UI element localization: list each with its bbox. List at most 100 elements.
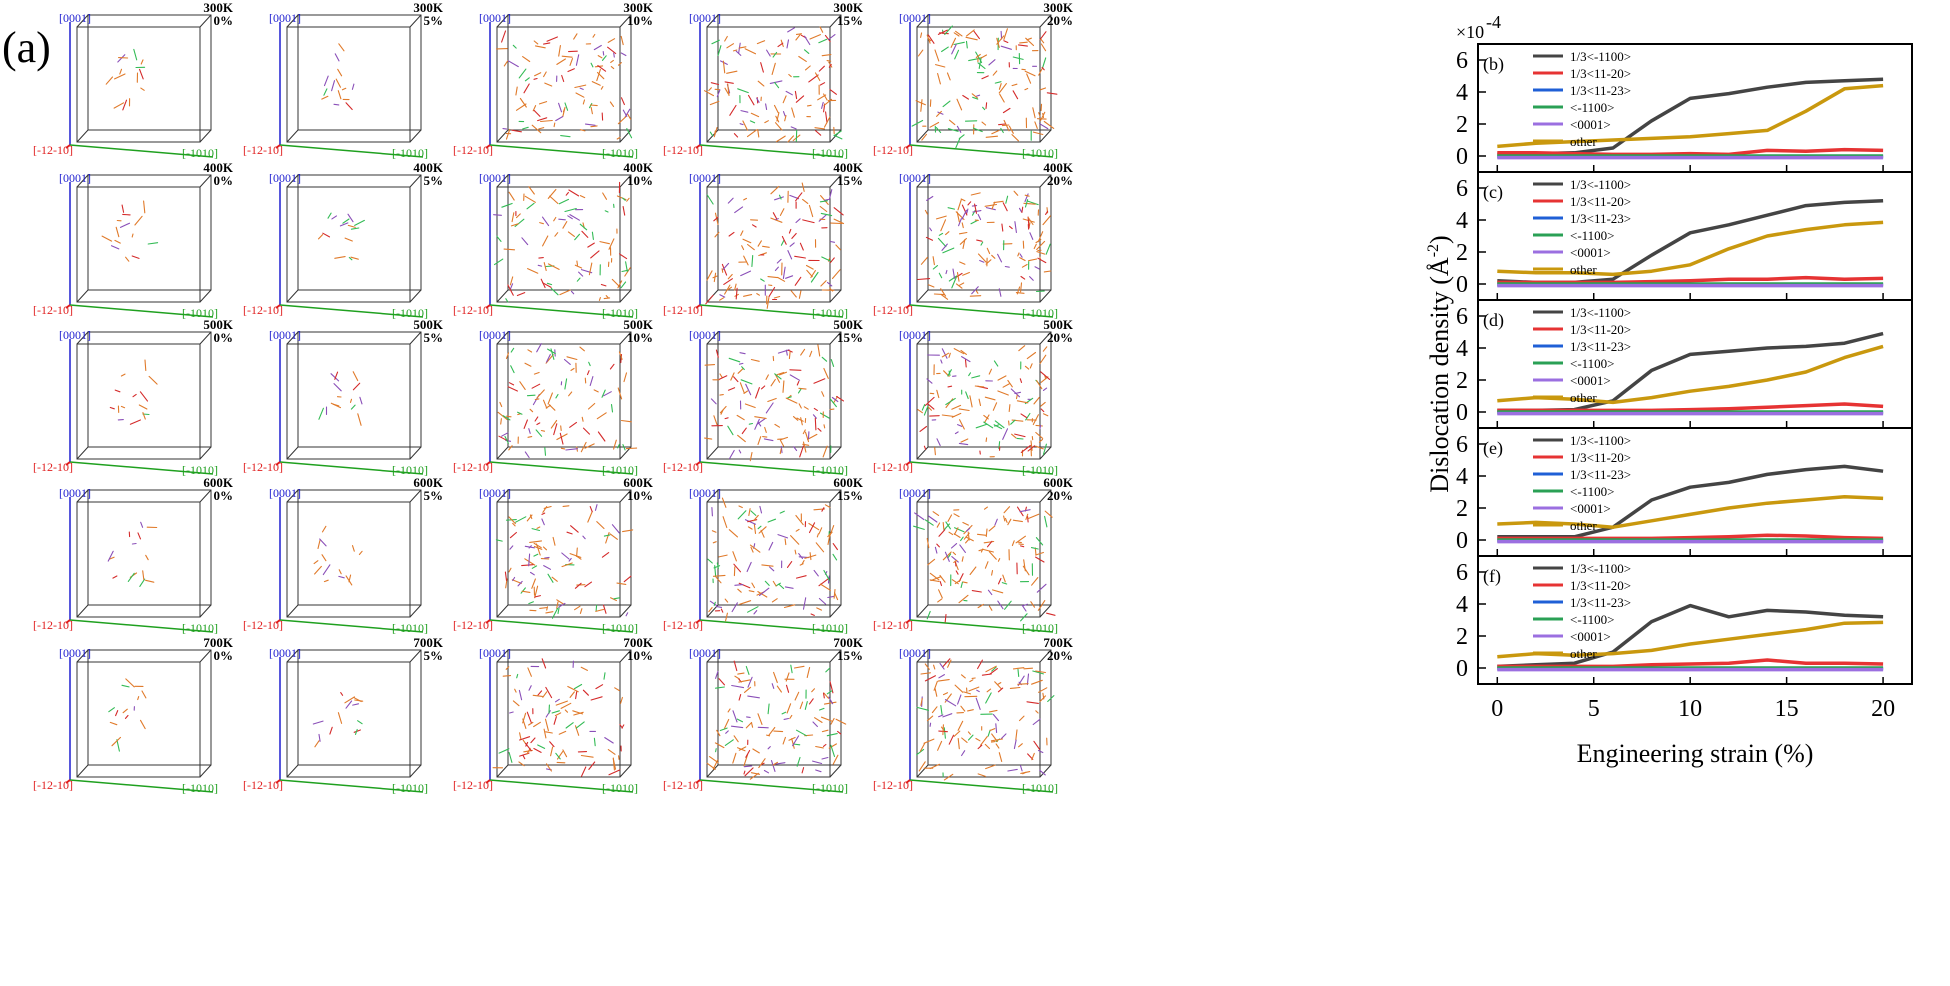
dislocation-segment xyxy=(985,692,992,704)
dislocation-segment xyxy=(520,587,526,594)
dislocation-segment xyxy=(972,210,982,213)
dislocation-segment xyxy=(749,544,761,553)
dislocation-segment xyxy=(588,361,591,367)
dislocation-segment xyxy=(109,721,118,726)
dislocation-segment xyxy=(713,565,721,569)
y-tick-label: 6 xyxy=(1456,48,1468,74)
dislocation-segment xyxy=(813,569,819,577)
dislocation-segment xyxy=(745,665,750,675)
dislocation-segment xyxy=(819,200,828,203)
dislocation-segment xyxy=(564,207,577,213)
x-axis-line xyxy=(65,304,71,309)
dislocation-segment xyxy=(800,417,803,426)
dislocation-segment xyxy=(125,256,130,262)
dislocation-segment xyxy=(551,607,559,619)
dislocation-segment xyxy=(113,102,125,109)
dislocation-segment xyxy=(955,570,959,575)
dislocation-segment xyxy=(350,227,360,230)
dislocation-segment xyxy=(771,683,775,689)
dislocation-segment xyxy=(1008,225,1013,230)
legend-label: 1/3<11-20> xyxy=(1570,66,1631,81)
dislocation-segment xyxy=(532,694,543,697)
dislocation-segment xyxy=(737,88,749,94)
dislocation-segment xyxy=(740,270,752,277)
box-edge xyxy=(496,604,509,618)
dislocation-segment xyxy=(767,397,777,403)
dislocation-segment xyxy=(1033,396,1040,405)
dislocation-segment xyxy=(958,218,962,227)
dislocation-segment xyxy=(775,582,781,587)
dislocation-segment xyxy=(828,696,834,705)
dislocation-segment xyxy=(975,697,981,710)
strain-label: 0% xyxy=(214,173,234,188)
box-edge xyxy=(409,649,422,663)
dislocation-segment xyxy=(338,575,345,579)
box-back-face xyxy=(717,174,842,291)
dislocation-segment xyxy=(969,566,977,576)
box-back-face xyxy=(927,649,1052,766)
dislocation-segment xyxy=(757,525,762,530)
box-hidden xyxy=(77,15,88,127)
dislocation-segment xyxy=(498,435,508,442)
dislocation-segment xyxy=(570,290,575,295)
dislocation-segment xyxy=(1003,40,1009,44)
box-edge xyxy=(286,764,299,778)
y-axis-line xyxy=(489,619,634,633)
dislocation-segment xyxy=(747,606,759,613)
box-edge xyxy=(496,129,509,143)
dislocation-segment xyxy=(924,209,929,215)
dislocation-segment xyxy=(1003,515,1006,522)
dislocation-segment xyxy=(942,724,944,736)
temperature-label: 300K xyxy=(203,0,234,15)
dislocation-segment xyxy=(988,709,998,713)
dislocation-segment xyxy=(1007,379,1013,388)
dislocation-segment xyxy=(582,427,591,435)
dislocation-segment xyxy=(610,59,614,63)
dislocation-segment xyxy=(540,429,546,432)
dislocation-segment xyxy=(817,344,821,357)
series-line xyxy=(1497,402,1884,413)
y-axis-line xyxy=(909,461,1054,475)
z-axis-label: [0001] xyxy=(479,328,511,342)
box-hidden xyxy=(917,175,928,287)
box-front-face xyxy=(706,26,831,143)
y-axis-label: [-1010] xyxy=(1022,146,1058,160)
dislocation-segment xyxy=(767,518,777,523)
dislocation-segment xyxy=(148,375,158,385)
box-front-face xyxy=(496,343,621,460)
dislocation-segment xyxy=(576,277,581,282)
box-hidden xyxy=(287,650,298,762)
dislocation-segment xyxy=(958,231,968,235)
dislocation-segment xyxy=(940,219,947,232)
dislocation-segment xyxy=(802,429,806,435)
dislocation-segment xyxy=(780,239,785,246)
dislocation-segment xyxy=(541,512,546,515)
dislocation-segment xyxy=(920,672,931,675)
dislocation-segment xyxy=(779,371,788,376)
dislocation-segment xyxy=(553,122,556,128)
dislocation-segment xyxy=(936,438,941,447)
dislocation-segment xyxy=(828,61,833,68)
dislocation-segment xyxy=(750,510,757,516)
legend-label: 1/3<11-23> xyxy=(1570,467,1631,482)
dislocation-segment xyxy=(986,688,992,693)
dislocation-segment xyxy=(757,421,762,427)
dislocation-segment xyxy=(767,703,770,715)
dislocation-segment xyxy=(538,101,548,105)
dislocation-segment xyxy=(620,696,623,704)
dislocation-segment xyxy=(967,731,971,735)
dislocation-segment xyxy=(992,70,998,76)
dislocation-segment xyxy=(114,239,121,244)
dislocation-segment xyxy=(1042,112,1045,119)
dislocation-segment xyxy=(1002,107,1011,114)
dislocation-segment xyxy=(1036,240,1046,251)
box-front-face xyxy=(706,343,831,460)
scale-exponent-label: -4 xyxy=(1486,12,1501,32)
dislocation-segment xyxy=(829,525,835,537)
dislocation-segment xyxy=(948,119,956,126)
dislocation-segment xyxy=(716,606,723,608)
dislocation-segment xyxy=(806,666,811,679)
